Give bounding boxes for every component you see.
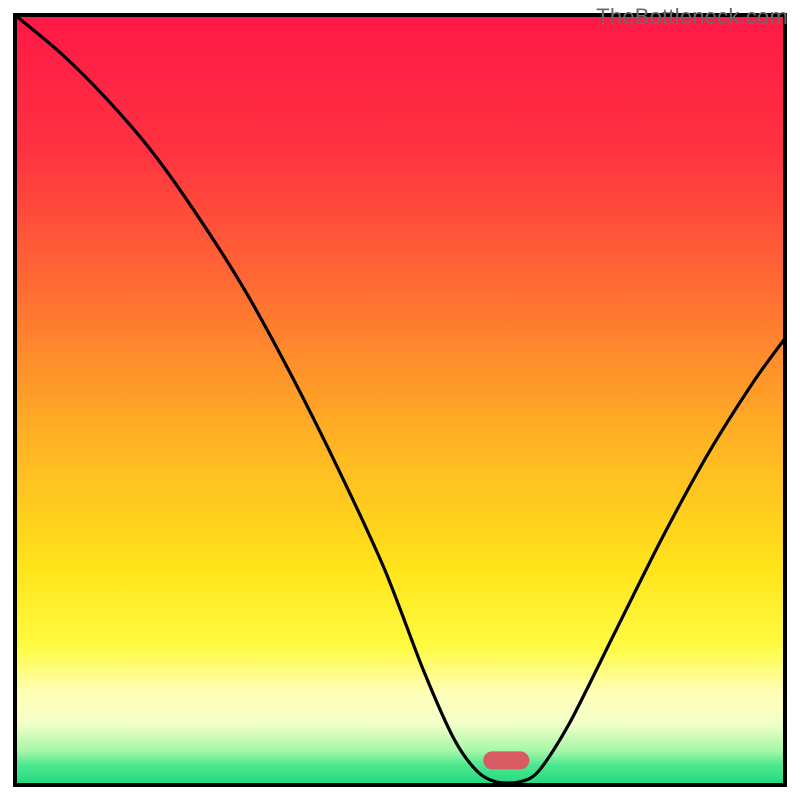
- watermark-text: TheBottleneck.com: [596, 4, 788, 30]
- gradient-background: [15, 15, 785, 785]
- optimal-marker: [483, 751, 529, 769]
- bottleneck-chart: [0, 0, 800, 800]
